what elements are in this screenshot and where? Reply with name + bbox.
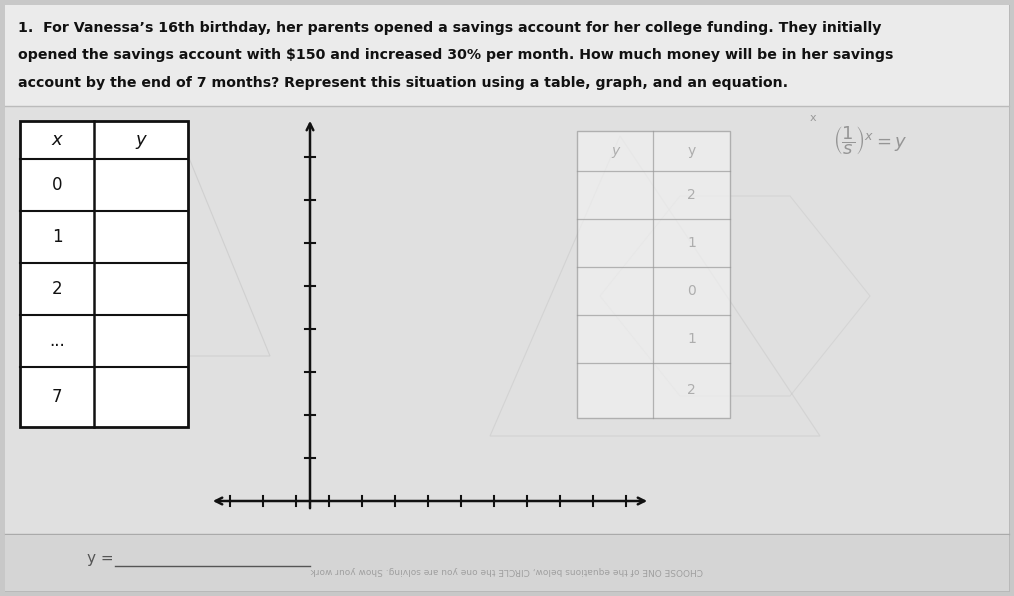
Text: y =: y = [86, 551, 114, 566]
Text: 2: 2 [687, 188, 696, 202]
Text: $\left(\dfrac{1}{s}\right)^{x} = y$: $\left(\dfrac{1}{s}\right)^{x} = y$ [832, 125, 908, 157]
FancyBboxPatch shape [577, 131, 730, 418]
Text: opened the savings account with $150 and increased 30% per month. How much money: opened the savings account with $150 and… [18, 48, 893, 62]
Text: y: y [136, 131, 146, 149]
Text: 1: 1 [687, 332, 696, 346]
Text: y: y [610, 144, 620, 158]
Text: 1: 1 [687, 236, 696, 250]
FancyBboxPatch shape [5, 106, 1009, 536]
Text: CHOOSE ONE of the equations below, CIRCLE the one you are solving. Show your wor: CHOOSE ONE of the equations below, CIRCL… [310, 567, 704, 576]
Text: 7: 7 [52, 388, 62, 406]
Text: 0: 0 [52, 176, 62, 194]
FancyBboxPatch shape [5, 5, 1009, 591]
Text: x: x [52, 131, 62, 149]
Text: account by the end of 7 months? Represent this situation using a table, graph, a: account by the end of 7 months? Represen… [18, 76, 788, 90]
Text: 0: 0 [687, 284, 696, 298]
Text: 2: 2 [687, 383, 696, 398]
FancyBboxPatch shape [5, 5, 1009, 106]
Text: y: y [687, 144, 696, 158]
Text: 2: 2 [52, 280, 62, 298]
Text: x: x [810, 113, 816, 123]
FancyBboxPatch shape [20, 121, 188, 427]
Text: ...: ... [49, 332, 65, 350]
Text: 1: 1 [52, 228, 62, 246]
FancyBboxPatch shape [5, 536, 1009, 591]
Text: 1.  For Vanessa’s 16th birthday, her parents opened a savings account for her co: 1. For Vanessa’s 16th birthday, her pare… [18, 21, 881, 35]
